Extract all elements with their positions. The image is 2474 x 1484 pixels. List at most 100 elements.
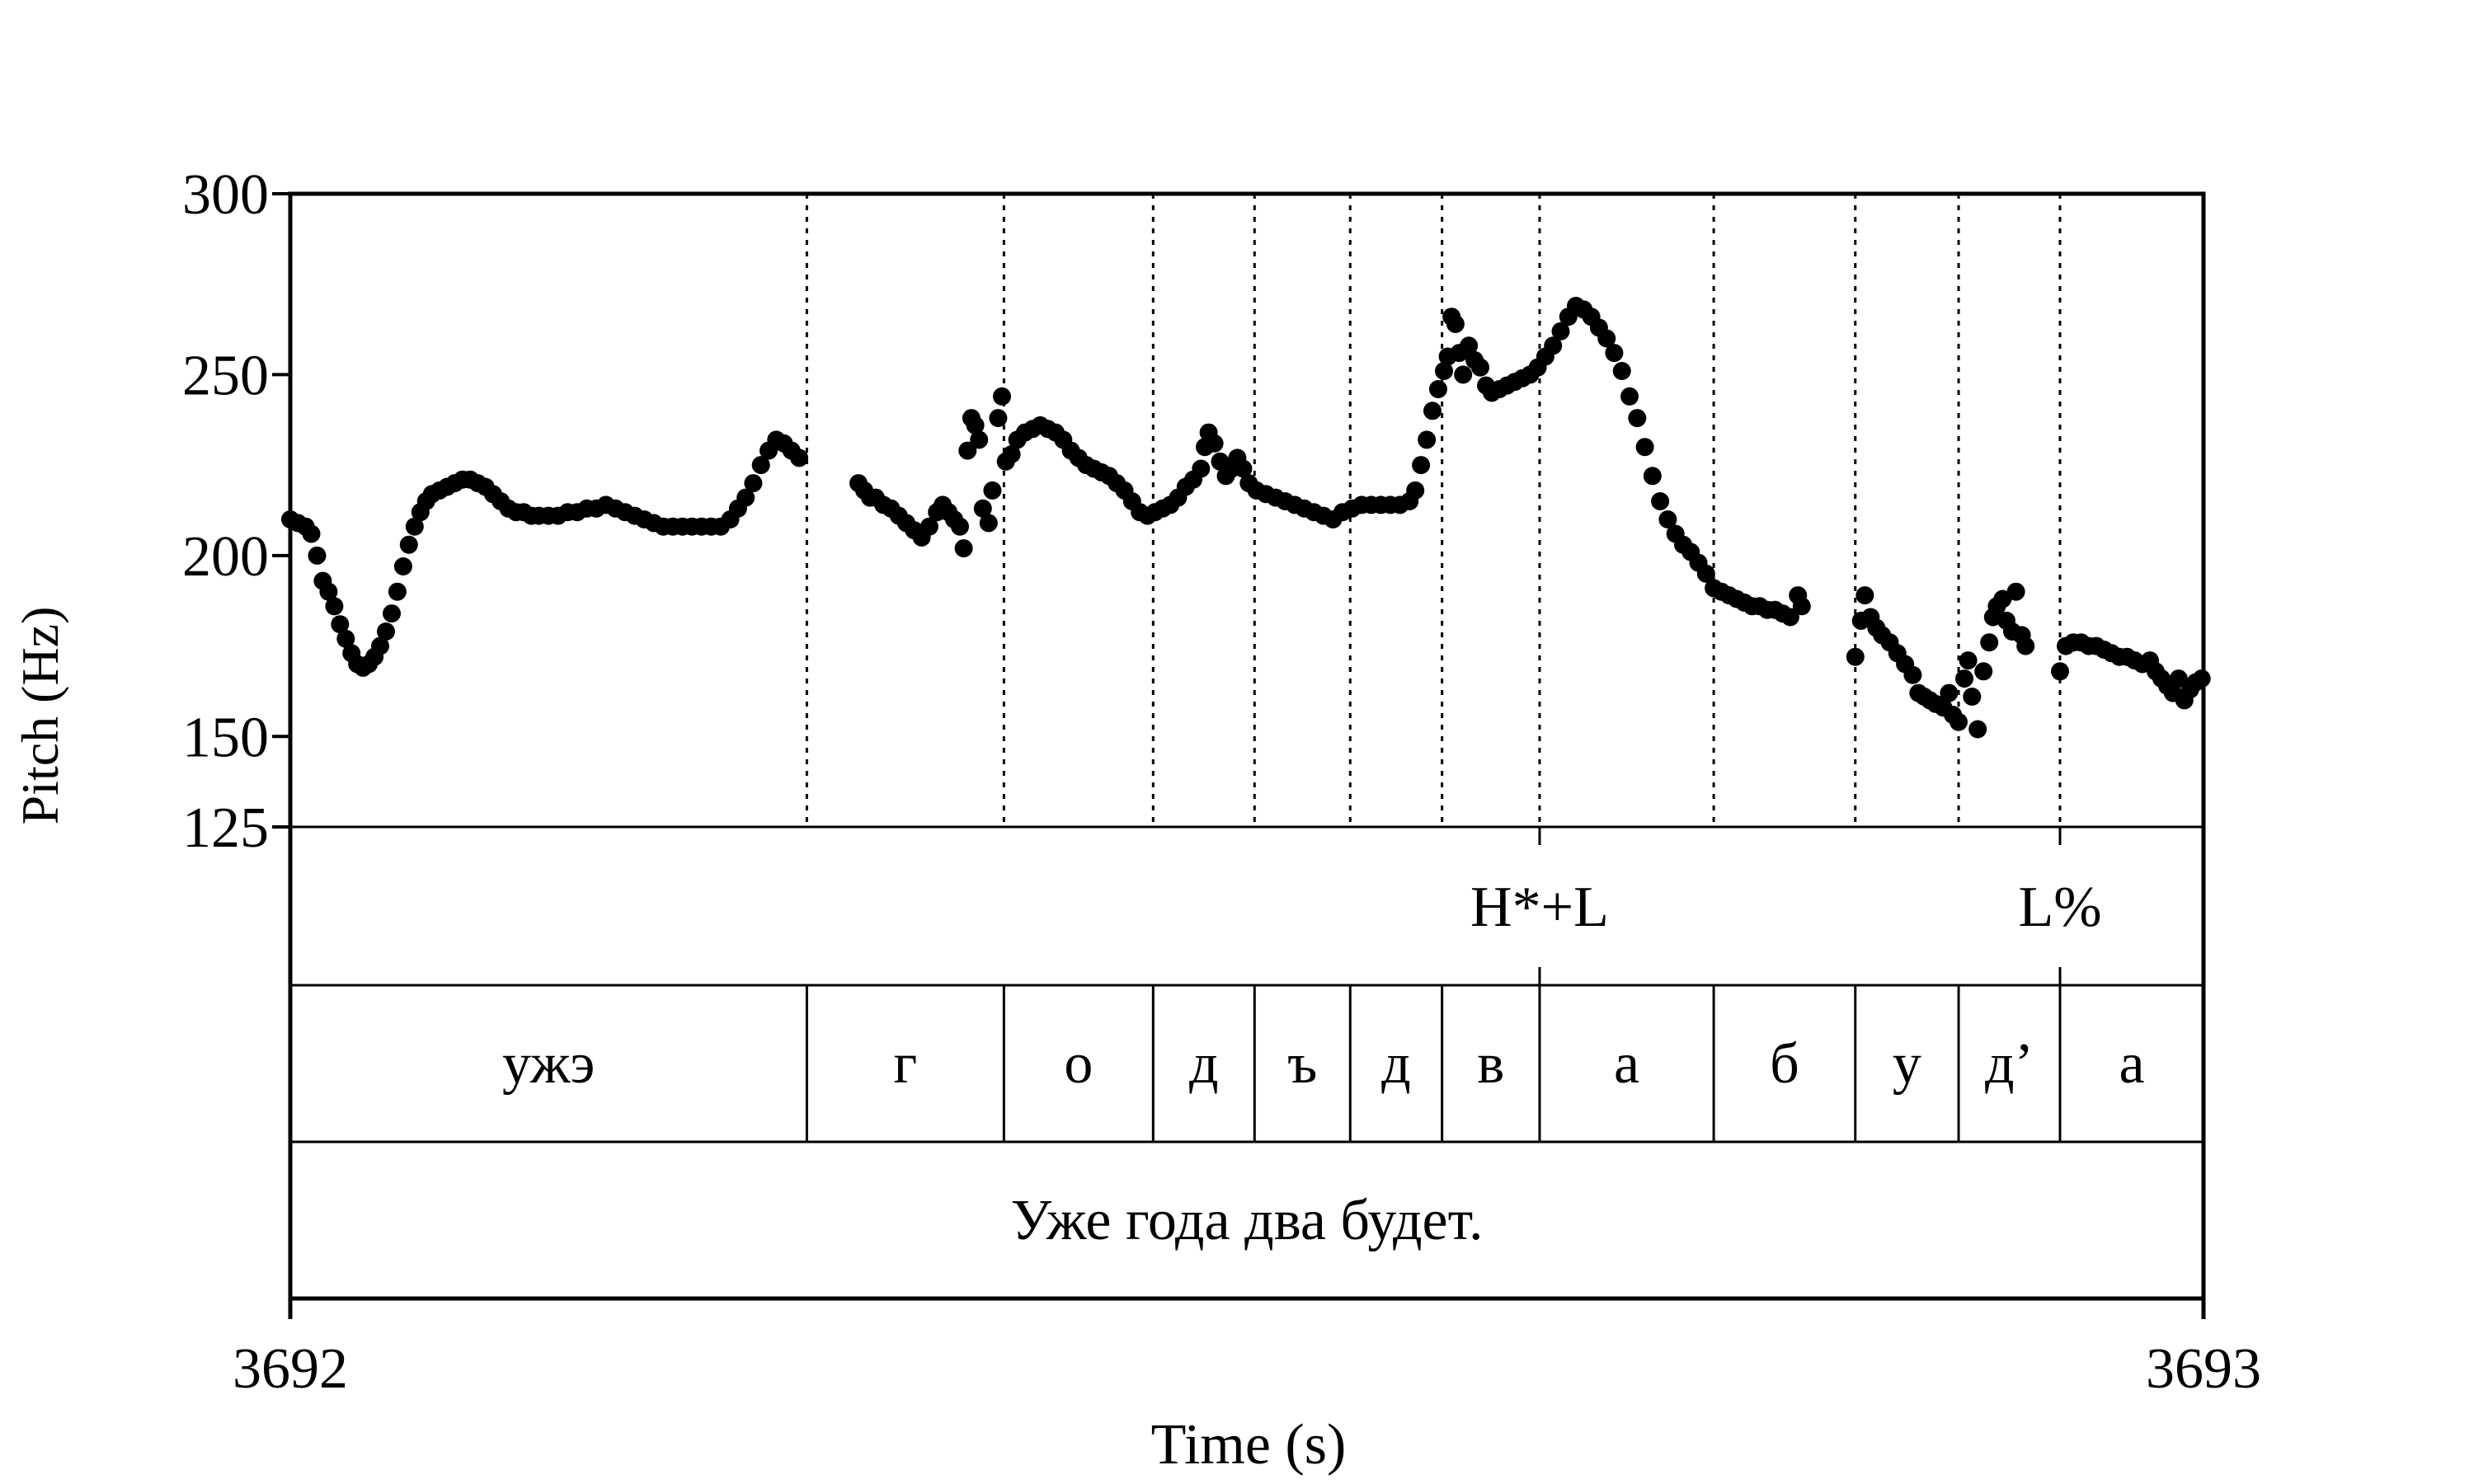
x-axis-label: Time (s) — [1151, 1413, 1347, 1477]
pitch-point — [308, 546, 327, 565]
pitch-point — [1974, 662, 1993, 681]
pitch-point — [1959, 651, 1978, 670]
pitch-point — [393, 557, 412, 575]
segment-label: г — [894, 1032, 918, 1096]
pitch-point — [993, 387, 1011, 406]
pitch-point — [1412, 456, 1431, 475]
pitch-point — [1205, 434, 1224, 453]
pitch-point — [970, 430, 989, 449]
pitch-point — [1635, 438, 1654, 457]
pitch-point — [1940, 683, 1959, 702]
pitch-point — [336, 629, 355, 648]
pitch-points — [281, 297, 2211, 739]
pitch-point — [1651, 492, 1670, 510]
pitch-point — [1446, 315, 1465, 333]
pitch-point — [966, 416, 985, 434]
segment-label: в — [1477, 1032, 1504, 1096]
tone-label: H*+L — [1470, 876, 1609, 939]
tone-label: L% — [2018, 876, 2101, 939]
pitch-point — [1551, 322, 1570, 340]
pitch-point — [744, 474, 763, 493]
pitch-point — [1792, 597, 1811, 616]
pitch-point — [951, 517, 969, 536]
y-tick-label: 150 — [182, 706, 269, 769]
x-tick-label: 3693 — [2146, 1337, 2261, 1401]
pitch-point — [2016, 636, 2035, 655]
pitch-point — [1658, 510, 1677, 528]
pitch-point — [973, 499, 992, 518]
pitch-point — [1423, 402, 1442, 420]
pitch-point — [1460, 336, 1479, 355]
segment-label: д — [1381, 1032, 1411, 1096]
pitch-point — [319, 582, 338, 601]
pitch-point — [920, 517, 938, 536]
pitch-point — [1406, 481, 1425, 500]
pitch-point — [1418, 430, 1437, 449]
pitch-point — [751, 456, 770, 475]
pitch-point — [1597, 329, 1616, 348]
segment-label: а — [2119, 1032, 2144, 1096]
x-tick-label: 3692 — [233, 1337, 348, 1401]
pitch-point — [736, 488, 755, 507]
pitch-point — [1429, 380, 1447, 398]
pitch-point — [1968, 720, 1987, 739]
pitch-point — [1612, 362, 1631, 380]
segment-label: д — [1189, 1032, 1219, 1096]
pitch-point — [399, 535, 418, 554]
pitch-point — [1846, 647, 1865, 666]
pitch-point — [383, 604, 401, 623]
pitch-point — [405, 517, 424, 536]
pitch-point — [1950, 712, 1968, 731]
chart-frame: 125 150 200 250 300 3692 3693 — [182, 163, 2261, 1401]
pitch-point — [1980, 633, 1999, 652]
pitch-point — [2006, 582, 2025, 601]
pitch-point — [1454, 365, 1473, 384]
segment-label: б — [1770, 1032, 1799, 1096]
pitch-point — [1963, 688, 1982, 706]
pitch-point — [302, 524, 321, 543]
pitch-point — [1002, 445, 1021, 463]
pitch-point — [377, 622, 395, 641]
pitch-point — [1993, 589, 2012, 608]
y-axis-label: Pitch (Hz) — [11, 607, 69, 825]
segment-boundary-lines — [805, 194, 2062, 827]
segment-label: ъ — [1287, 1032, 1317, 1096]
pitch-point — [790, 448, 809, 467]
segment-label: ужэ — [502, 1032, 595, 1096]
pitch-point — [388, 582, 407, 601]
y-tick-label: 250 — [182, 344, 269, 407]
pitch-point — [1544, 336, 1563, 355]
pitch-point — [371, 636, 389, 655]
pitch-point — [1903, 665, 1922, 684]
pitch-point — [1780, 608, 1799, 627]
y-tick-label: 300 — [182, 163, 269, 227]
pitch-point — [954, 539, 973, 558]
pitch-point — [958, 441, 977, 460]
pitch-point — [2169, 669, 2188, 688]
segment-label: а — [1614, 1032, 1639, 1096]
pitch-point — [1234, 459, 1253, 478]
pitch-point — [1856, 586, 1874, 605]
pitch-point — [1471, 358, 1489, 377]
segment-label: д’ — [1985, 1032, 2034, 1096]
pitch-point — [1435, 362, 1453, 380]
pitch-point — [979, 514, 998, 533]
pitch-point — [1628, 409, 1647, 428]
pitch-point — [2051, 662, 2069, 681]
plot-border — [288, 191, 2206, 1301]
pitch-point — [331, 615, 350, 634]
pitch-point — [1643, 467, 1662, 486]
pitch-point — [325, 597, 344, 616]
pitch-point — [1955, 669, 1973, 688]
pitch-point — [983, 481, 1002, 500]
pitch-point — [1192, 459, 1211, 478]
pitch-point — [989, 409, 1008, 428]
pitch-point — [1605, 344, 1624, 363]
pitch-point — [1620, 387, 1639, 406]
sentence-label: Уже года два будет. — [1011, 1189, 1484, 1252]
y-tick-label: 125 — [182, 796, 269, 860]
segment-label: у — [1893, 1032, 1921, 1096]
pitch-point — [1696, 564, 1715, 583]
